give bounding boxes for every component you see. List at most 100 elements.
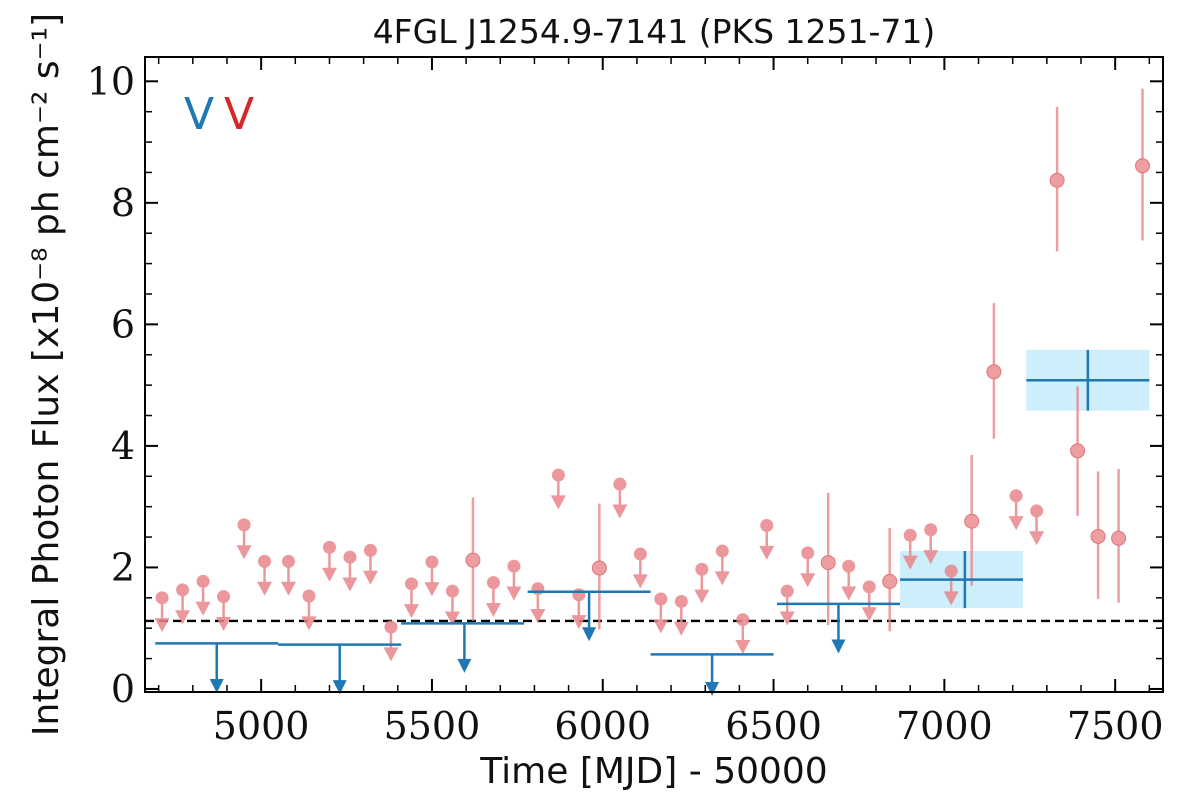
coarse-upper-limit: [278, 643, 402, 695]
fine-detection-point: [986, 364, 1002, 380]
fine-detection: [1070, 386, 1086, 516]
fine-upper-limit-point: [780, 584, 794, 598]
fine-upper-limit-point: [322, 540, 336, 554]
fine-upper-limit-point: [695, 562, 709, 576]
fine-upper-limit-point: [715, 544, 729, 558]
fine-upper-limit-point: [176, 583, 190, 597]
fine-upper-limit-point: [486, 576, 500, 590]
fine-upper-limit-arrow: [1008, 516, 1024, 531]
legend: V V: [184, 89, 254, 140]
fine-detection: [591, 503, 607, 630]
fine-detection-point: [591, 560, 607, 576]
fine-upper-limit-arrow: [301, 616, 317, 631]
fine-upper-limit-arrow: [943, 591, 959, 606]
fine-upper-limit-point: [404, 577, 418, 591]
x-tick-label: 7000: [896, 704, 993, 748]
fine-upper-limit: [301, 589, 317, 631]
fine-detection: [1090, 471, 1106, 600]
fine-upper-limit-arrow: [236, 545, 252, 560]
coarse-upper-limit-arrow: [582, 627, 597, 642]
fine-upper-limit-point: [384, 620, 398, 634]
fine-upper-limit-point: [217, 590, 231, 604]
y-tick-label: 10: [87, 59, 135, 103]
fine-upper-limit-arrow: [424, 582, 440, 597]
coarse-upper-limit: [527, 590, 651, 642]
fine-upper-limit: [403, 577, 419, 619]
fine-upper-limit: [673, 594, 689, 636]
coarse-detection-bands: [899, 349, 1150, 609]
fine-upper-limit-point: [237, 518, 251, 532]
fine-upper-limit: [321, 540, 337, 582]
fine-upper-limit-point: [903, 528, 917, 542]
fine-detection-point: [1049, 172, 1065, 188]
fine-upper-limit-arrow: [550, 495, 566, 510]
y-tick-label: 2: [111, 545, 135, 589]
fine-detection-point: [465, 552, 481, 568]
fine-upper-limit: [444, 584, 460, 626]
fine-upper-limit: [362, 543, 378, 585]
fine-upper-limit-point: [551, 468, 565, 482]
fine-upper-limit: [195, 574, 211, 616]
fine-detection-point: [882, 573, 898, 589]
x-tick-label: 7500: [1067, 704, 1164, 748]
fine-upper-limit-point: [674, 594, 688, 608]
fine-upper-limit-point: [760, 519, 774, 533]
fine-upper-limit-arrow: [861, 607, 877, 622]
chart-title: 4FGL J1254.9-7141 (PKS 1251-71): [373, 12, 936, 51]
fine-upper-limit: [571, 588, 587, 630]
fine-upper-limit-point: [842, 559, 856, 573]
coarse-upper-limit: [155, 642, 279, 693]
fine-upper-limit: [1029, 504, 1045, 546]
fine-upper-limit-arrow: [571, 615, 587, 630]
fine-upper-limit: [236, 518, 252, 560]
y-tick-label: 4: [111, 424, 135, 468]
fine-upper-limit-point: [654, 592, 668, 606]
fine-upper-limit-point: [281, 554, 295, 568]
x-axis-label: Time [MJD] - 50000: [479, 751, 827, 792]
fine-upper-limit: [694, 562, 710, 604]
coarse-upper-limit: [776, 602, 900, 654]
fine-upper-limit-point: [302, 589, 316, 603]
fine-detection: [882, 527, 898, 632]
fine-upper-limit: [923, 523, 939, 565]
fine-upper-limit-arrow: [257, 581, 273, 596]
fine-upper-limit: [216, 590, 232, 631]
x-tick-label: 6500: [725, 704, 822, 748]
fine-upper-limit: [612, 477, 628, 519]
axis-ticks: [145, 57, 1163, 692]
fine-upper-limit-arrow: [735, 640, 751, 655]
fine-upper-limit-point: [425, 555, 439, 569]
fine-upper-limit-point: [1030, 504, 1044, 518]
fine-upper-limit-point: [736, 613, 750, 627]
fine-upper-limit-arrow: [444, 611, 460, 626]
fine-upper-limit-arrow: [506, 586, 522, 601]
fine-upper-limit-arrow: [673, 621, 689, 636]
fine-upper-limit-arrow: [403, 604, 419, 619]
coarse-upper-limit-arrow: [457, 658, 472, 673]
fine-upper-limit-arrow: [800, 573, 816, 588]
fine-upper-limit: [342, 550, 358, 592]
fine-upper-limit-arrow: [632, 574, 648, 589]
fine-upper-limit-arrow: [714, 571, 730, 586]
fine-upper-limit-point: [944, 564, 958, 578]
fine-upper-limit-arrow: [612, 504, 628, 519]
fine-upper-limit-arrow: [694, 589, 710, 604]
fine-upper-limit-arrow: [342, 577, 358, 592]
coarse-upper-limit: [650, 653, 774, 696]
fine-upper-limit: [1008, 489, 1024, 531]
fine-upper-limit: [861, 580, 877, 622]
fine-upper-limit-point: [924, 523, 938, 537]
fine-upper-limit: [154, 591, 170, 633]
fine-upper-limit: [841, 559, 857, 601]
fine-upper-limit: [257, 554, 273, 596]
fine-upper-limit-arrow: [841, 586, 857, 601]
fine-upper-limit: [280, 554, 296, 596]
fine-upper-limit: [632, 547, 648, 589]
coarse-upper-limit-arrow: [209, 678, 224, 693]
fine-upper-limit-point: [572, 588, 586, 602]
fine-upper-limit-point: [155, 591, 169, 605]
fine-upper-limit-arrow: [383, 647, 399, 662]
fine-upper-limit-arrow: [154, 618, 170, 633]
fine-upper-limit-arrow: [653, 619, 669, 634]
fine-upper-limit-arrow: [902, 555, 918, 570]
